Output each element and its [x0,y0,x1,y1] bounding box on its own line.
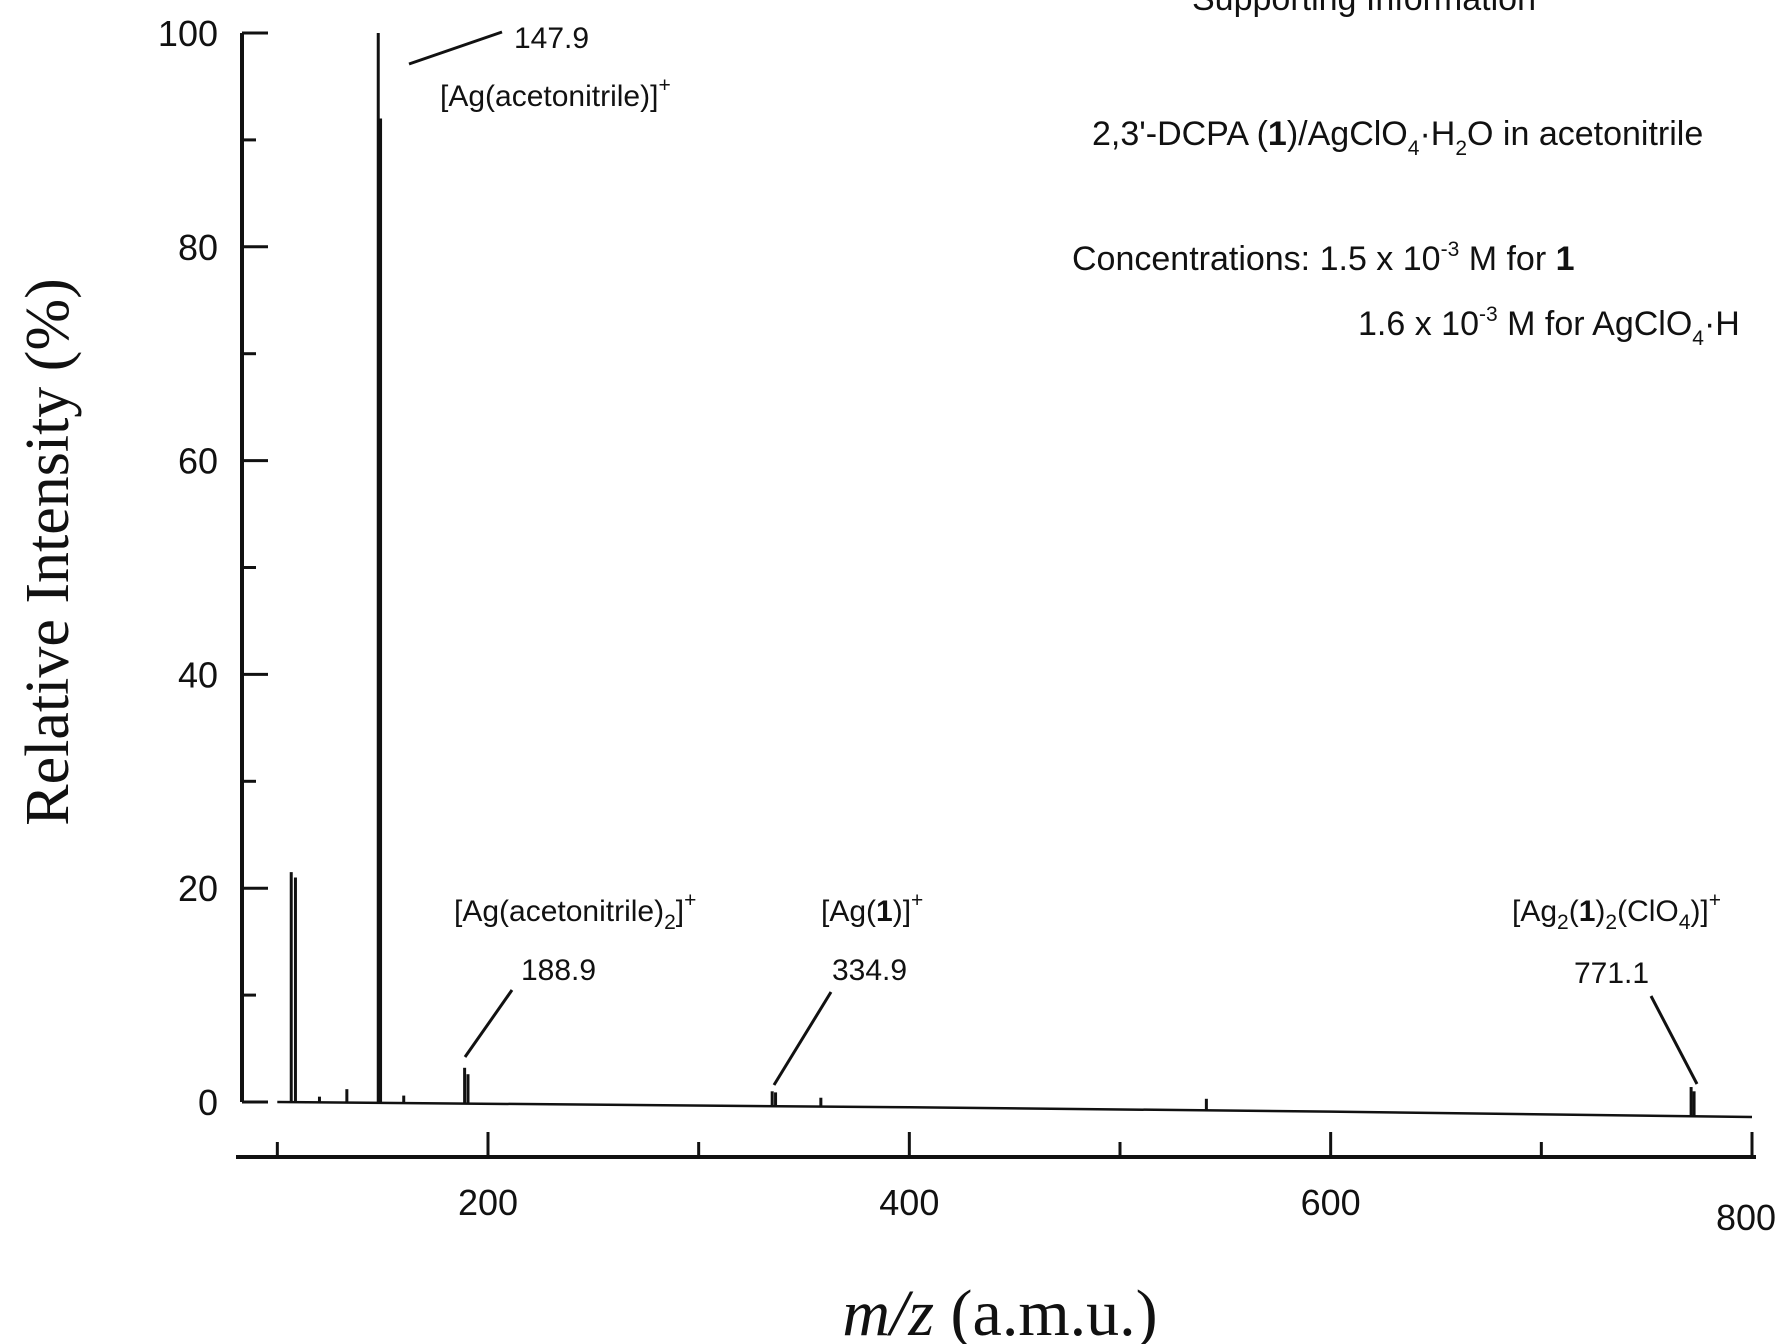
ion-label-ag-acetonitrile-2: [Ag(acetonitrile)2]+ [454,889,696,934]
peak-label-771-1: 771.1 [1574,957,1649,990]
y-tick-label: 80 [178,227,218,268]
x-axis-title: m/z (a.m.u.) [842,1277,1157,1344]
y-tick-label: 100 [158,13,218,54]
y-tick-label: 20 [178,868,218,909]
y-axis-title: Relative Intensity (%) [14,278,82,826]
x-tick-label: 400 [879,1182,939,1223]
y-ticks: 0 20 40 60 80 100 [158,13,268,1123]
leader-line-334-9 [772,991,833,1086]
peak-annotations: 147.9 [Ag(acetonitrile)]+ [Ag(acetonitri… [408,22,1721,1086]
x-tick-label: 600 [1301,1182,1361,1223]
spectrum-trace [277,33,1753,1119]
leader-line-147-9 [408,30,503,66]
y-tick-label: 0 [198,1082,218,1123]
leader-line-771-1 [1649,995,1699,1085]
peak-label-188-9: 188.9 [521,954,596,987]
ion-label-ag2-1-2-clo4: [Ag2(1)2(ClO4)]+ [1512,889,1721,934]
axes [236,33,1756,1159]
y-tick-label: 60 [178,441,218,482]
partial-title: Supporting Information [1192,0,1536,18]
y-tick-label: 40 [178,654,218,695]
sample-description: 2,3'-DCPA (1)/AgClO4·H2O in acetonitrile [1092,115,1703,160]
peak-label-147-9: 147.9 [514,22,589,55]
x-tick-label: 800 [1716,1197,1776,1238]
x-tick-label: 200 [458,1182,518,1223]
spectrum-baseline [277,1100,1753,1119]
peak-label-334-9: 334.9 [832,954,907,987]
ion-label-ag-1: [Ag(1)]+ [821,889,923,928]
leader-line-188-9 [463,989,514,1058]
concentration-line-1: Concentrations: 1.5 x 10-3 M for 1 [1072,238,1575,278]
ion-label-ag-acetonitrile: [Ag(acetonitrile)]+ [440,74,671,113]
concentration-line-2: 1.6 x 10-3 M for AgClO4·H [1358,303,1740,350]
x-ticks: 200 400 600 800 [275,1132,1776,1238]
